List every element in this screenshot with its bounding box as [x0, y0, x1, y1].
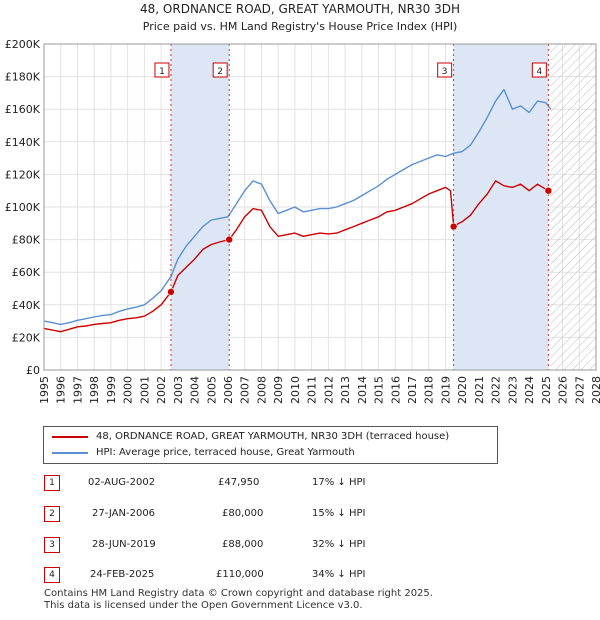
- y-tick-label: £140K: [5, 136, 41, 149]
- sale-date: 27-JAN-2006: [92, 508, 156, 519]
- x-tick-label: 1995: [38, 376, 51, 404]
- sale-number-box: [437, 62, 453, 78]
- legend-swatch-hpi: [52, 452, 88, 454]
- legend-swatch-property: [52, 436, 88, 438]
- x-tick-label: 2009: [272, 376, 285, 404]
- table-row: 4 24-FEB-2025 £110,000 34% ↓ HPI: [0, 565, 600, 585]
- x-tick-label: 2013: [339, 376, 352, 404]
- x-tick-label: 2014: [356, 376, 369, 404]
- x-tick-label: 2005: [205, 376, 218, 404]
- x-tick-label: 1996: [55, 376, 68, 404]
- x-tick-label: 2023: [506, 376, 519, 404]
- y-tick-label: £200K: [5, 38, 41, 51]
- sale-hpi-diff: 15% ↓ HPI: [312, 508, 366, 519]
- sale-date: 24-FEB-2025: [90, 569, 155, 580]
- chart-subtitle: Price paid vs. HM Land Registry's House …: [143, 20, 458, 33]
- x-tick-label: 2028: [590, 376, 600, 404]
- property-price-line: [43, 180, 552, 333]
- sale-number-label: 4: [536, 67, 542, 77]
- sale-hpi-diff: 17% ↓ HPI: [312, 477, 366, 488]
- x-tick-label: 2021: [473, 376, 486, 404]
- forecast-hatch: [550, 44, 596, 370]
- table-row: 2 27-JAN-2006 £80,000 15% ↓ HPI: [0, 504, 600, 524]
- sale-number-badge: 1: [44, 475, 60, 491]
- x-tick-label: 2004: [189, 376, 202, 404]
- sale-price: £110,000: [216, 569, 264, 580]
- table-row: 3 28-JUN-2019 £88,000 32% ↓ HPI: [0, 535, 600, 555]
- sale-point: [449, 222, 458, 231]
- x-tick-label: 2025: [540, 376, 553, 404]
- plot-border: [43, 43, 597, 371]
- sale-hpi-diff: 34% ↓ HPI: [312, 569, 366, 580]
- hpi-line: [43, 88, 552, 326]
- y-tick-label: £60K: [12, 266, 41, 279]
- footer-copyright: Contains HM Land Registry data © Crown c…: [44, 588, 433, 599]
- sale-number-label: 2: [217, 67, 223, 77]
- x-tick-label: 2003: [172, 376, 185, 404]
- x-tick-label: 1997: [71, 376, 84, 404]
- x-tick-label: 2020: [456, 376, 469, 404]
- sale-number-box: [154, 62, 170, 78]
- sale-hpi-diff: 32% ↓ HPI: [312, 539, 366, 550]
- x-tick-label: 2016: [389, 376, 402, 404]
- price-chart: 48, ORDNANCE ROAD, GREAT YARMOUTH, NR30 …: [5, 2, 600, 404]
- x-tick-label: 2007: [239, 376, 252, 404]
- x-tick-label: 2017: [406, 376, 419, 404]
- ownership-band: [453, 44, 549, 370]
- y-tick-label: £40K: [12, 299, 41, 312]
- sale-number-badge: 3: [44, 537, 60, 553]
- x-tick-label: 2002: [155, 376, 168, 404]
- sale-number-box: [212, 62, 228, 78]
- sale-number-badge: 2: [44, 506, 60, 522]
- sale-point: [167, 288, 175, 296]
- legend: 48, ORDNANCE ROAD, GREAT YARMOUTH, NR30 …: [43, 426, 498, 464]
- sale-number-label: 3: [442, 67, 448, 77]
- legend-label-hpi: HPI: Average price, terraced house, Grea…: [96, 447, 355, 458]
- x-tick-label: 2006: [222, 376, 235, 404]
- table-row: 1 02-AUG-2002 £47,950 17% ↓ HPI: [0, 473, 600, 493]
- x-tick-label: 2022: [490, 376, 503, 404]
- x-tick-label: 2010: [289, 376, 302, 404]
- x-tick-label: 2000: [122, 376, 135, 404]
- legend-label-property: 48, ORDNANCE ROAD, GREAT YARMOUTH, NR30 …: [96, 431, 450, 442]
- chart-title: 48, ORDNANCE ROAD, GREAT YARMOUTH, NR30 …: [140, 2, 460, 16]
- x-tick-label: 2012: [322, 376, 335, 404]
- y-tick-label: £180K: [5, 71, 41, 84]
- sale-number-badge: 4: [44, 567, 60, 583]
- y-tick-label: £80K: [12, 234, 41, 247]
- sale-point: [544, 186, 553, 195]
- x-tick-label: 2011: [306, 376, 319, 404]
- x-tick-label: 2024: [523, 376, 536, 404]
- x-tick-label: 1998: [88, 376, 101, 404]
- sale-price: £47,950: [218, 477, 260, 488]
- sale-date: 02-AUG-2002: [88, 477, 156, 488]
- footer: Contains HM Land Registry data © Crown c…: [44, 588, 433, 612]
- sale-date: 28-JUN-2019: [92, 539, 156, 550]
- y-tick-label: £100K: [5, 201, 41, 214]
- ownership-band: [170, 44, 230, 370]
- y-tick-label: £160K: [5, 103, 41, 116]
- x-tick-label: 2026: [557, 376, 570, 404]
- x-tick-label: 2018: [423, 376, 436, 404]
- x-tick-label: 1999: [105, 376, 118, 404]
- footer-licence: This data is licensed under the Open Gov…: [44, 600, 363, 611]
- y-tick-label: £0: [26, 364, 40, 377]
- sale-number-label: 1: [159, 67, 165, 77]
- x-tick-label: 2027: [573, 376, 586, 404]
- x-tick-label: 2019: [439, 376, 452, 404]
- x-tick-label: 2008: [255, 376, 268, 404]
- x-tick-label: 2015: [373, 376, 386, 404]
- x-tick-label: 2001: [138, 376, 151, 404]
- sale-price: £88,000: [222, 539, 264, 550]
- y-tick-label: £120K: [5, 168, 41, 181]
- sale-point: [225, 235, 233, 244]
- sale-number-box: [531, 62, 547, 78]
- y-tick-label: £20K: [12, 331, 41, 344]
- sale-price: £80,000: [222, 508, 264, 519]
